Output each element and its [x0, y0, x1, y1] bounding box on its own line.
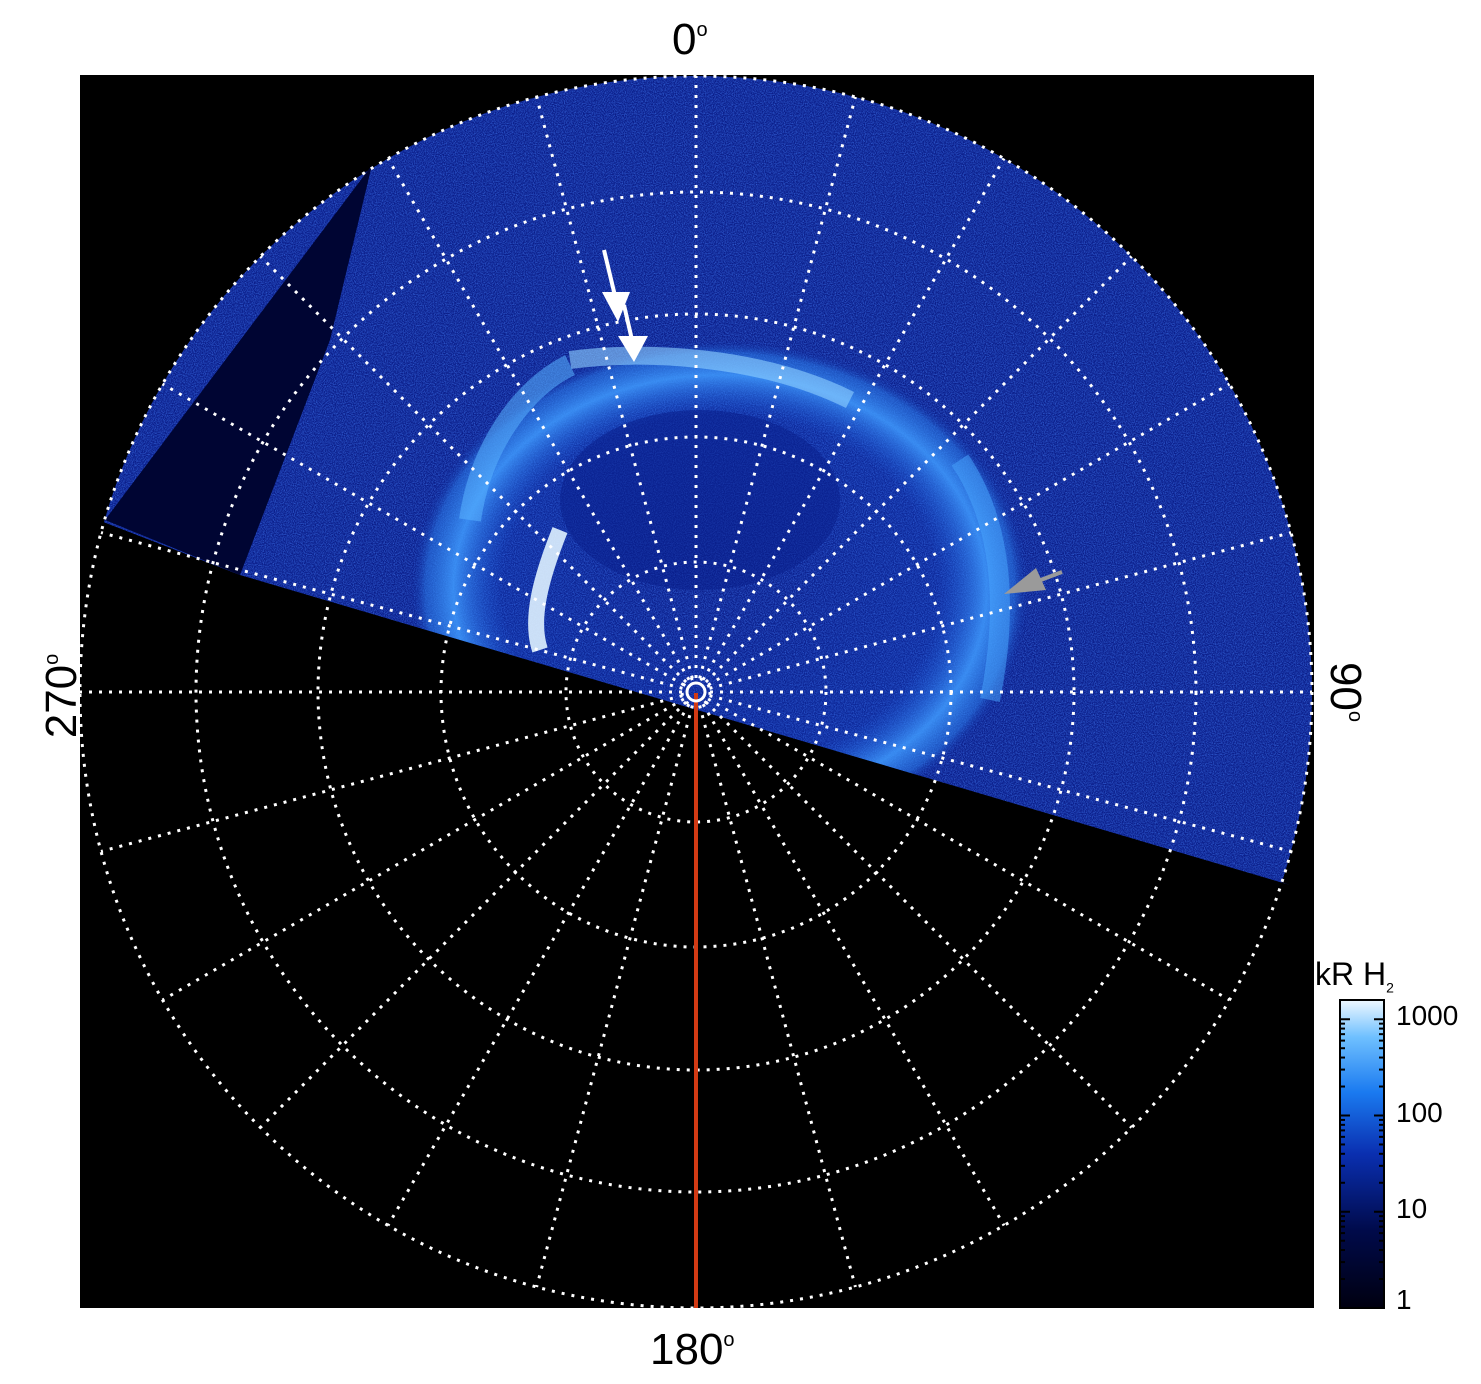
grid-spoke — [704, 255, 1133, 684]
colorbar-tick-100: 100 — [1396, 1097, 1443, 1128]
grid-spoke — [701, 703, 1006, 1227]
polar-grid — [80, 75, 1314, 1308]
bright-arc — [528, 527, 568, 653]
grid-spoke — [707, 382, 1231, 687]
grid-spoke — [161, 382, 685, 687]
colorbar — [1339, 999, 1385, 1309]
grid-spoke — [709, 694, 1292, 853]
grid-spoke — [704, 700, 1133, 1129]
grid-ring — [316, 312, 1076, 1072]
grid-spoke — [259, 700, 688, 1129]
grid-ring — [564, 560, 828, 824]
grid-spoke — [535, 96, 694, 679]
colorbar-tick-1000: 1000 — [1396, 1000, 1459, 1031]
grid-spoke — [386, 157, 691, 681]
grid-spoke — [100, 531, 683, 690]
colorbar-tick-1: 1 — [1396, 1284, 1412, 1315]
grid-spoke — [161, 697, 685, 1002]
angle-label-top: 0o — [672, 15, 708, 64]
angle-label-bottom: 180o — [650, 1325, 735, 1374]
grid-ring — [194, 190, 1198, 1194]
grid-spoke — [535, 705, 694, 1288]
grid-spoke — [698, 96, 857, 679]
colorbar-title: kR H2 — [1315, 956, 1394, 996]
angle-label-left: 270o — [37, 653, 86, 739]
missing-data-patch — [105, 165, 372, 575]
pole-marker — [685, 681, 707, 703]
grid-spoke — [259, 255, 688, 684]
grid-spoke — [386, 703, 691, 1227]
grid-spoke — [707, 697, 1231, 1002]
grid-spoke — [709, 531, 1292, 690]
gray-arrows — [1004, 568, 1063, 594]
grid-spoke — [698, 705, 857, 1288]
grid-spoke — [701, 157, 1006, 681]
white-arrows — [602, 249, 648, 362]
angle-label-right: 90o — [1321, 661, 1370, 723]
grid-spoke — [100, 694, 683, 853]
colorbar-tick-10: 10 — [1396, 1193, 1428, 1224]
